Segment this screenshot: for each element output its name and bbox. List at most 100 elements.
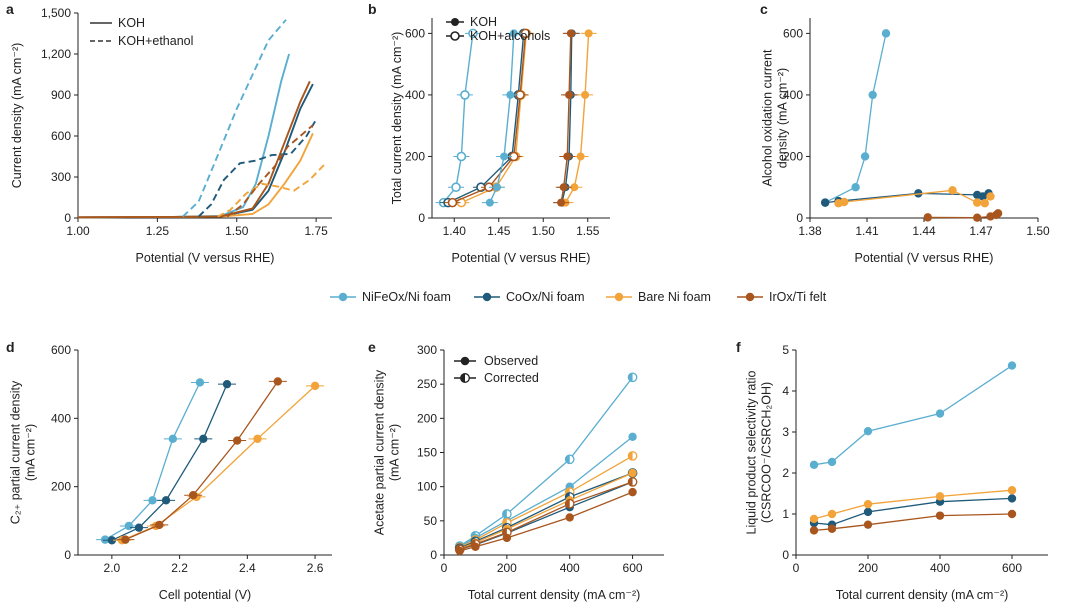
- data-point: [809, 526, 819, 535]
- legend-label: KOH+alcohols: [470, 29, 550, 43]
- data-point: [485, 198, 494, 207]
- data-point: [471, 542, 480, 551]
- x-tick-label: 600: [623, 561, 643, 575]
- data-point: [188, 491, 198, 500]
- data-point: [863, 426, 873, 436]
- x-tick-label: 0: [793, 561, 800, 575]
- y-tick-label: 1: [782, 507, 789, 521]
- panel-label: c: [760, 1, 768, 17]
- y-tick-label: 400: [51, 411, 71, 425]
- data-point: [199, 434, 208, 444]
- data-point-half-fill: [628, 373, 633, 382]
- data-point: [935, 492, 945, 501]
- x-tick-label: 1.50: [1026, 224, 1050, 238]
- x-tick-label: 1.44: [912, 224, 936, 238]
- data-point-half-fill: [565, 455, 570, 464]
- data-point-half-fill: [502, 509, 507, 519]
- y-tick-label: 200: [51, 480, 71, 494]
- y-tick-label: 250: [417, 377, 437, 391]
- y-tick-label: 0: [782, 548, 789, 562]
- series-line-coox: [459, 481, 633, 551]
- x-tick-label: 200: [497, 561, 517, 575]
- data-point: [986, 192, 995, 201]
- x-tick-label: 2.4: [239, 561, 256, 575]
- data-point-half-fill: [460, 373, 465, 383]
- data-point: [565, 513, 574, 522]
- data-point: [107, 536, 117, 545]
- y-axis-label: density (mA cm⁻²): [776, 68, 790, 168]
- data-point-open: [456, 151, 467, 162]
- series-line-nife-dashed: [182, 19, 287, 218]
- y-axis-label: Liquid product selectivity ratio: [745, 370, 759, 534]
- x-tick-label: 1.40: [443, 224, 467, 238]
- chart-panel-d: 2.0 2.2 2.4 2.6 0 200 400 600 Cell potential (V)…: [6, 339, 332, 602]
- x-tick-label: 1.00: [66, 224, 90, 238]
- data-point: [581, 90, 590, 99]
- series-line-coox: [813, 497, 1013, 526]
- legend-label-ni: Bare Ni foam: [638, 290, 711, 304]
- y-axis-label: C₂₊ partial current density: [9, 380, 23, 524]
- series-line-nife: [459, 376, 634, 547]
- y-tick-label: 300: [51, 170, 71, 184]
- y-tick-label: 100: [417, 480, 437, 494]
- x-tick-label: 200: [858, 561, 878, 575]
- legend-marker-ni: [614, 292, 624, 302]
- series-line-coox-dashed: [197, 119, 317, 218]
- data-point: [570, 183, 579, 192]
- data-point: [628, 468, 637, 478]
- y-tick-label: 300: [417, 343, 437, 357]
- data-point: [460, 356, 470, 366]
- legend-label-nife: NiFeOx/Ni foam: [362, 290, 451, 304]
- data-point-half-fill: [565, 499, 570, 508]
- data-point: [148, 496, 157, 505]
- legend-label: KOH+ethanol: [118, 34, 193, 48]
- data-point: [161, 496, 171, 505]
- y-tick-label: 2: [782, 466, 789, 480]
- y-tick-label: 600: [51, 129, 71, 143]
- data-point: [881, 29, 891, 38]
- data-point: [851, 183, 860, 192]
- panel-label: a: [6, 1, 14, 17]
- data-point: [923, 213, 932, 222]
- legend-label: KOH: [470, 15, 497, 29]
- data-point: [559, 183, 568, 192]
- panel-label: e: [368, 339, 376, 355]
- data-point: [948, 186, 957, 195]
- y-tick-label: 600: [51, 343, 71, 357]
- x-axis-label: Cell potential (V): [159, 588, 251, 602]
- data-point: [502, 533, 512, 543]
- y-axis-label: Total current density (mA cm⁻²): [390, 32, 404, 205]
- x-tick-label: 2.2: [171, 561, 188, 575]
- x-axis-label: Potential (V versus RHE): [452, 251, 591, 265]
- y-axis-label: Current density (mA cm⁻²): [10, 43, 24, 189]
- series-line-irox: [125, 381, 279, 541]
- y-axis-label: (mA cm⁻²): [388, 424, 402, 481]
- y-axis-label: Acetate partial current density: [373, 369, 387, 535]
- data-point: [628, 487, 637, 497]
- x-tick-label: 1.38: [798, 224, 822, 238]
- x-tick-label: 1.50: [225, 224, 249, 238]
- panel-label: f: [736, 339, 741, 355]
- data-point: [576, 152, 585, 161]
- legend-label: Observed: [484, 354, 538, 368]
- data-point: [563, 152, 572, 161]
- data-point: [827, 509, 837, 519]
- y-tick-label: 0: [796, 211, 803, 225]
- x-tick-label: 600: [1002, 561, 1022, 575]
- data-point: [980, 199, 989, 208]
- legend-marker-coox: [482, 292, 492, 302]
- data-point: [134, 523, 144, 532]
- panel-label: d: [6, 339, 15, 355]
- data-point: [232, 436, 242, 445]
- data-point: [566, 29, 575, 38]
- data-point: [273, 377, 283, 386]
- x-tick-label: 400: [930, 561, 950, 575]
- y-tick-label: 900: [51, 88, 71, 102]
- x-tick-label: 1.55: [576, 224, 600, 238]
- series-line-nife: [104, 382, 201, 541]
- data-point: [809, 514, 819, 524]
- data-point: [310, 381, 320, 391]
- legend-label-irox: IrOx/Ti felt: [769, 290, 827, 304]
- y-tick-label: 150: [417, 446, 437, 460]
- data-point: [584, 29, 593, 38]
